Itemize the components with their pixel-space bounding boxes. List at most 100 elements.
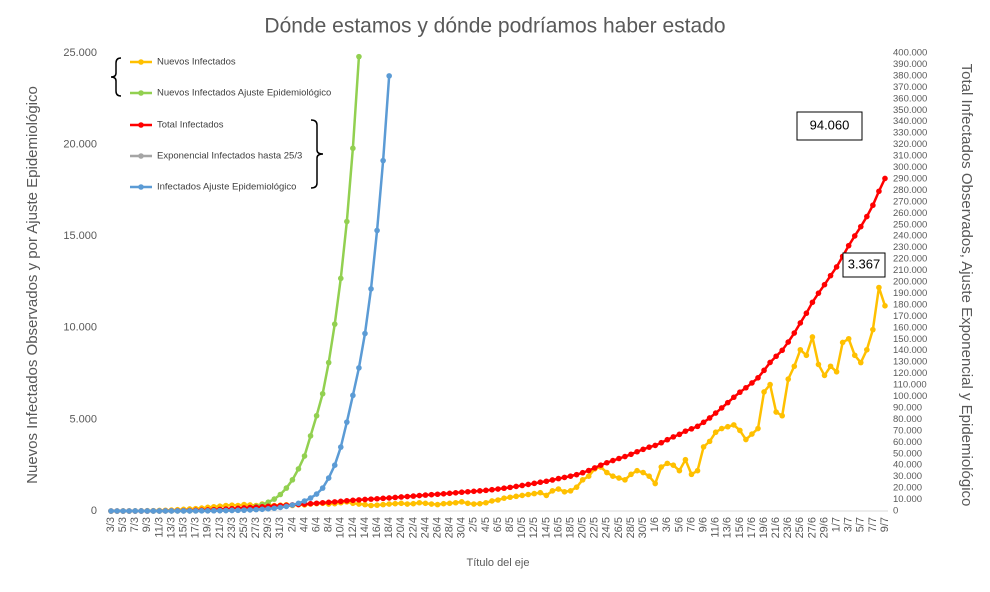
x-tick-label: 12/5 — [528, 517, 540, 538]
y2-tick-label: 180.000 — [893, 299, 927, 310]
data-point — [634, 448, 640, 455]
y2-tick-label: 290.000 — [893, 173, 927, 184]
data-point — [446, 490, 453, 497]
data-point — [561, 488, 568, 495]
data-point — [446, 500, 453, 507]
data-point — [724, 399, 731, 406]
data-point — [325, 499, 332, 506]
data-point — [664, 460, 671, 467]
x-tick-label: 7/3 — [129, 517, 141, 532]
data-point — [712, 429, 719, 436]
data-point — [809, 299, 816, 306]
y2-tick-label: 200.000 — [893, 277, 927, 288]
data-point — [724, 423, 731, 430]
data-point — [737, 389, 743, 396]
y2-tick-label: 100.000 — [893, 391, 927, 402]
data-point — [144, 508, 151, 514]
data-point — [718, 425, 725, 432]
y2-tick-label: 170.000 — [893, 311, 927, 322]
data-point — [325, 475, 332, 481]
data-point — [428, 491, 435, 498]
data-point — [362, 496, 368, 503]
x-tick-label: 17/6 — [746, 517, 758, 538]
data-point — [857, 223, 864, 230]
x-tick-label: 25/6 — [794, 517, 806, 538]
data-point — [289, 477, 296, 483]
x-tick-label: 7/6 — [685, 517, 697, 532]
chart-title: Dónde estamos y dónde podríamos haber es… — [264, 15, 725, 38]
data-point — [307, 500, 314, 507]
y2-tick-label: 210.000 — [893, 265, 927, 276]
data-point — [700, 419, 707, 426]
data-point — [579, 477, 586, 483]
data-point — [380, 157, 386, 164]
y2-tick-label: 280.000 — [893, 185, 927, 196]
data-point — [803, 310, 810, 317]
x-tick-label: 24/4 — [419, 517, 431, 538]
data-point — [743, 384, 749, 391]
data-point — [525, 491, 532, 498]
legend-marker — [138, 59, 144, 65]
data-point — [555, 486, 562, 492]
data-point — [597, 462, 604, 468]
data-point — [839, 339, 846, 346]
data-point — [882, 175, 888, 182]
data-point — [114, 508, 120, 514]
data-point — [150, 508, 157, 514]
x-tick-label: 30/5 — [637, 517, 649, 538]
x-tick-label: 10/5 — [516, 517, 528, 538]
x-tick-label: 25/3 — [238, 517, 250, 538]
data-point — [156, 508, 163, 514]
data-point — [737, 427, 743, 434]
x-tick-label: 28/4 — [444, 517, 456, 538]
x-tick-label: 5/6 — [673, 517, 685, 532]
data-point — [120, 508, 126, 514]
data-point — [108, 508, 114, 514]
data-point — [416, 492, 423, 499]
data-point — [271, 496, 278, 502]
y2-tick-label: 310.000 — [893, 151, 927, 162]
data-point — [374, 502, 380, 508]
x-tick-label: 7/7 — [867, 517, 879, 532]
data-point — [319, 485, 326, 491]
data-point — [398, 500, 405, 507]
x-tick-label: 20/4 — [395, 517, 407, 538]
data-point — [362, 501, 368, 508]
data-point — [706, 438, 713, 445]
y-tick-label: 0 — [91, 505, 97, 517]
data-point — [694, 423, 701, 430]
data-point — [368, 286, 374, 292]
x-tick-label: 13/6 — [722, 517, 734, 538]
data-point — [513, 493, 519, 500]
data-point — [537, 489, 544, 496]
data-point — [356, 53, 362, 60]
data-point — [392, 494, 399, 501]
data-point — [573, 484, 580, 490]
data-point — [428, 501, 435, 507]
data-point — [404, 493, 411, 500]
data-point — [325, 359, 332, 366]
x-tick-label: 11/6 — [710, 517, 722, 538]
data-point — [132, 508, 139, 514]
data-point — [676, 467, 683, 474]
y2-tick-label: 90.000 — [893, 402, 922, 413]
data-point — [410, 500, 417, 507]
x-tick-label: 30/4 — [456, 517, 468, 538]
data-point — [767, 381, 773, 388]
y2-tick-label: 380.000 — [893, 70, 927, 81]
legend-marker — [138, 153, 144, 159]
y2-tick-label: 0 — [893, 506, 898, 517]
data-point — [380, 495, 386, 502]
data-point — [271, 505, 278, 512]
data-point — [307, 433, 314, 439]
data-point — [640, 469, 646, 476]
data-point — [265, 499, 272, 506]
data-point — [374, 495, 380, 502]
data-point — [362, 330, 368, 337]
x-axis-title: Título del eje — [467, 557, 530, 569]
data-point — [706, 415, 713, 421]
data-point — [458, 489, 465, 496]
data-point — [622, 477, 628, 483]
data-point — [761, 367, 767, 374]
